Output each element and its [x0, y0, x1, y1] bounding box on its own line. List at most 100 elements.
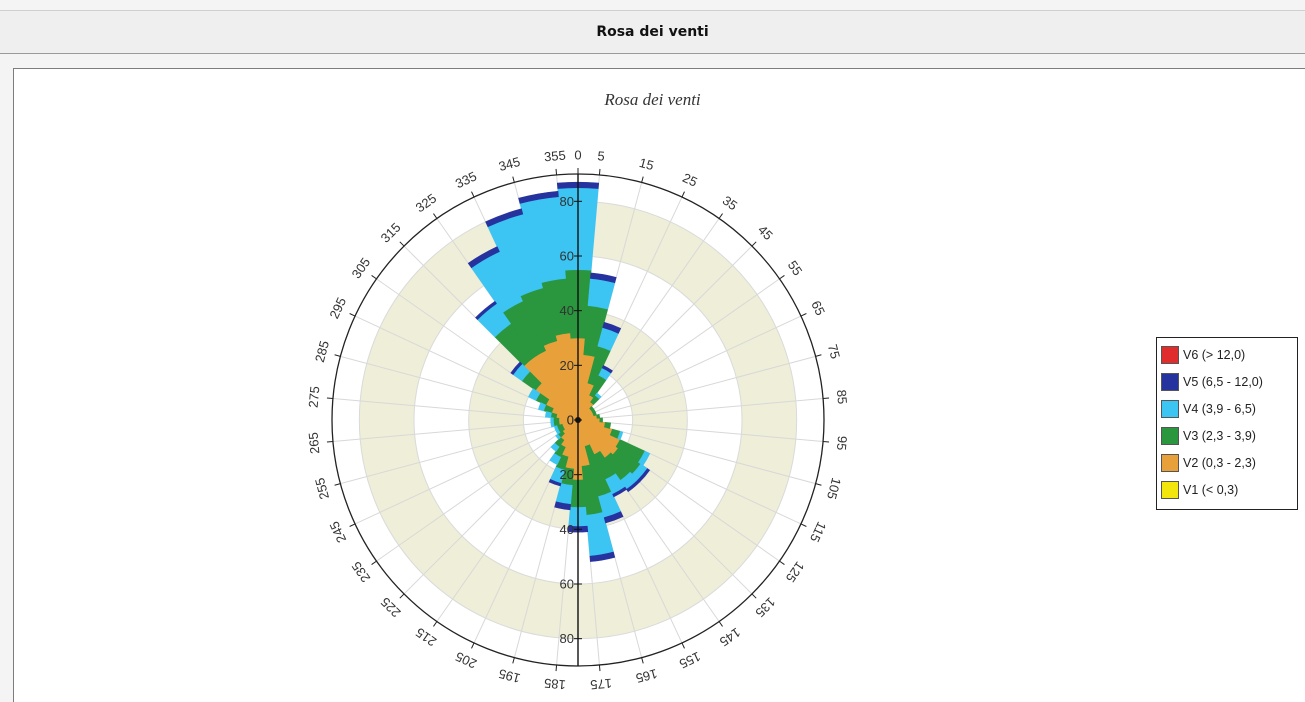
spoke-line: [332, 398, 579, 421]
direction-label: 45: [755, 222, 776, 243]
direction-label: 305: [349, 255, 374, 281]
spoke-line: [577, 315, 802, 421]
direction-label: 105: [824, 476, 844, 501]
direction-tick: [334, 483, 341, 486]
sector-bar: [510, 361, 523, 375]
direction-label: 25: [680, 170, 699, 190]
sector-bar: [548, 479, 562, 487]
legend-label: V3 (2,3 - 3,9): [1183, 428, 1256, 443]
legend-swatch: [1161, 372, 1179, 391]
direction-label: 345: [497, 154, 522, 174]
direction-tick: [555, 168, 558, 175]
direction-tick: [433, 213, 438, 219]
direction-tick: [815, 483, 822, 486]
sector-bar: [617, 430, 624, 441]
sector-bar: [544, 411, 552, 418]
sector-bar: [603, 511, 624, 524]
direction-tick: [399, 593, 405, 599]
direction-tick: [471, 191, 475, 198]
window-title: Rosa dei venti: [596, 24, 709, 40]
sector-bar: [550, 421, 555, 428]
sector-bar: [604, 422, 612, 429]
legend-item: V5 (6,5 - 12,0): [1161, 368, 1297, 395]
sector-bar: [475, 300, 497, 320]
direction-tick: [751, 241, 757, 247]
radial-tick-label: 20: [560, 358, 574, 373]
direction-tick: [823, 440, 830, 443]
sector-bar: [612, 486, 628, 498]
sector-bar: [626, 479, 641, 493]
direction-tick: [334, 354, 341, 357]
direction-label: 145: [717, 625, 743, 650]
direction-tick: [800, 313, 807, 317]
direction-tick: [681, 642, 685, 649]
direction-label: 215: [413, 625, 439, 650]
sector-bar: [555, 433, 562, 440]
legend-item: V1 (< 0,3): [1161, 476, 1297, 503]
radial-tick-label: 60: [560, 577, 574, 592]
sector-bar: [601, 365, 613, 374]
sector-bar: [528, 388, 541, 401]
sector-bar: [587, 278, 616, 310]
direction-label: 0: [574, 148, 581, 163]
direction-tick: [598, 168, 601, 175]
direction-label: 225: [378, 594, 404, 620]
legend-item: V3 (2,3 - 3,9): [1161, 422, 1297, 449]
direction-label: 245: [326, 519, 349, 545]
legend-swatch: [1161, 345, 1179, 364]
direction-tick: [433, 621, 438, 627]
direction-label: 355: [543, 148, 566, 165]
direction-label: 235: [349, 559, 374, 585]
radial-tick-label: 0: [567, 413, 574, 428]
sector-bar: [596, 413, 601, 419]
direction-label: 185: [543, 676, 566, 693]
sector-bar: [485, 208, 524, 228]
sector-bar: [594, 392, 602, 400]
spoke-line: [340, 419, 579, 485]
sector-bar: [518, 190, 559, 204]
direction-tick: [718, 621, 723, 627]
direction-tick: [371, 275, 377, 280]
direction-tick: [779, 560, 785, 565]
legend-label: V1 (< 0,3): [1183, 482, 1239, 497]
direction-label: 275: [306, 385, 323, 408]
direction-label: 175: [590, 676, 613, 693]
direction-label: 335: [453, 168, 479, 191]
direction-label: 15: [638, 155, 656, 173]
radial-tick-label: 80: [560, 194, 574, 209]
direction-tick: [815, 354, 822, 357]
sector-bar: [553, 417, 560, 423]
legend-label: V5 (6,5 - 12,0): [1183, 374, 1263, 389]
spoke-line: [376, 419, 579, 562]
sector-bar: [550, 442, 560, 452]
direction-tick: [681, 191, 685, 198]
direction-label: 135: [752, 594, 778, 620]
direction-tick: [598, 665, 601, 672]
radial-tick-label: 40: [560, 303, 574, 318]
sector-bar: [549, 453, 562, 465]
legend-swatch: [1161, 399, 1179, 418]
direction-label: 115: [807, 519, 829, 544]
direction-label: 75: [825, 342, 843, 360]
radial-tick-label: 80: [560, 631, 574, 646]
direction-tick: [512, 176, 515, 183]
spoke-line: [577, 355, 816, 421]
spoke-line: [577, 398, 824, 421]
radial-tick-label: 60: [560, 249, 574, 264]
spoke-line: [577, 278, 780, 421]
direction-label: 195: [497, 666, 522, 686]
radial-tick-label: 0: [567, 413, 574, 428]
direction-label: 125: [783, 559, 808, 585]
direction-label: 95: [834, 435, 850, 451]
direction-label: 325: [413, 191, 439, 216]
center-marker: [575, 417, 581, 423]
legend-label: V4 (3,9 - 6,5): [1183, 401, 1256, 416]
direction-tick: [800, 523, 807, 527]
direction-label: 155: [677, 649, 703, 672]
direction-label: 265: [306, 432, 323, 455]
chart-legend: V6 (> 12,0) V5 (6,5 - 12,0) V4 (3,9 - 6,5)…: [1156, 337, 1298, 510]
direction-tick: [555, 665, 558, 672]
radial-tick-label: 40: [560, 522, 574, 537]
direction-tick: [399, 241, 405, 247]
